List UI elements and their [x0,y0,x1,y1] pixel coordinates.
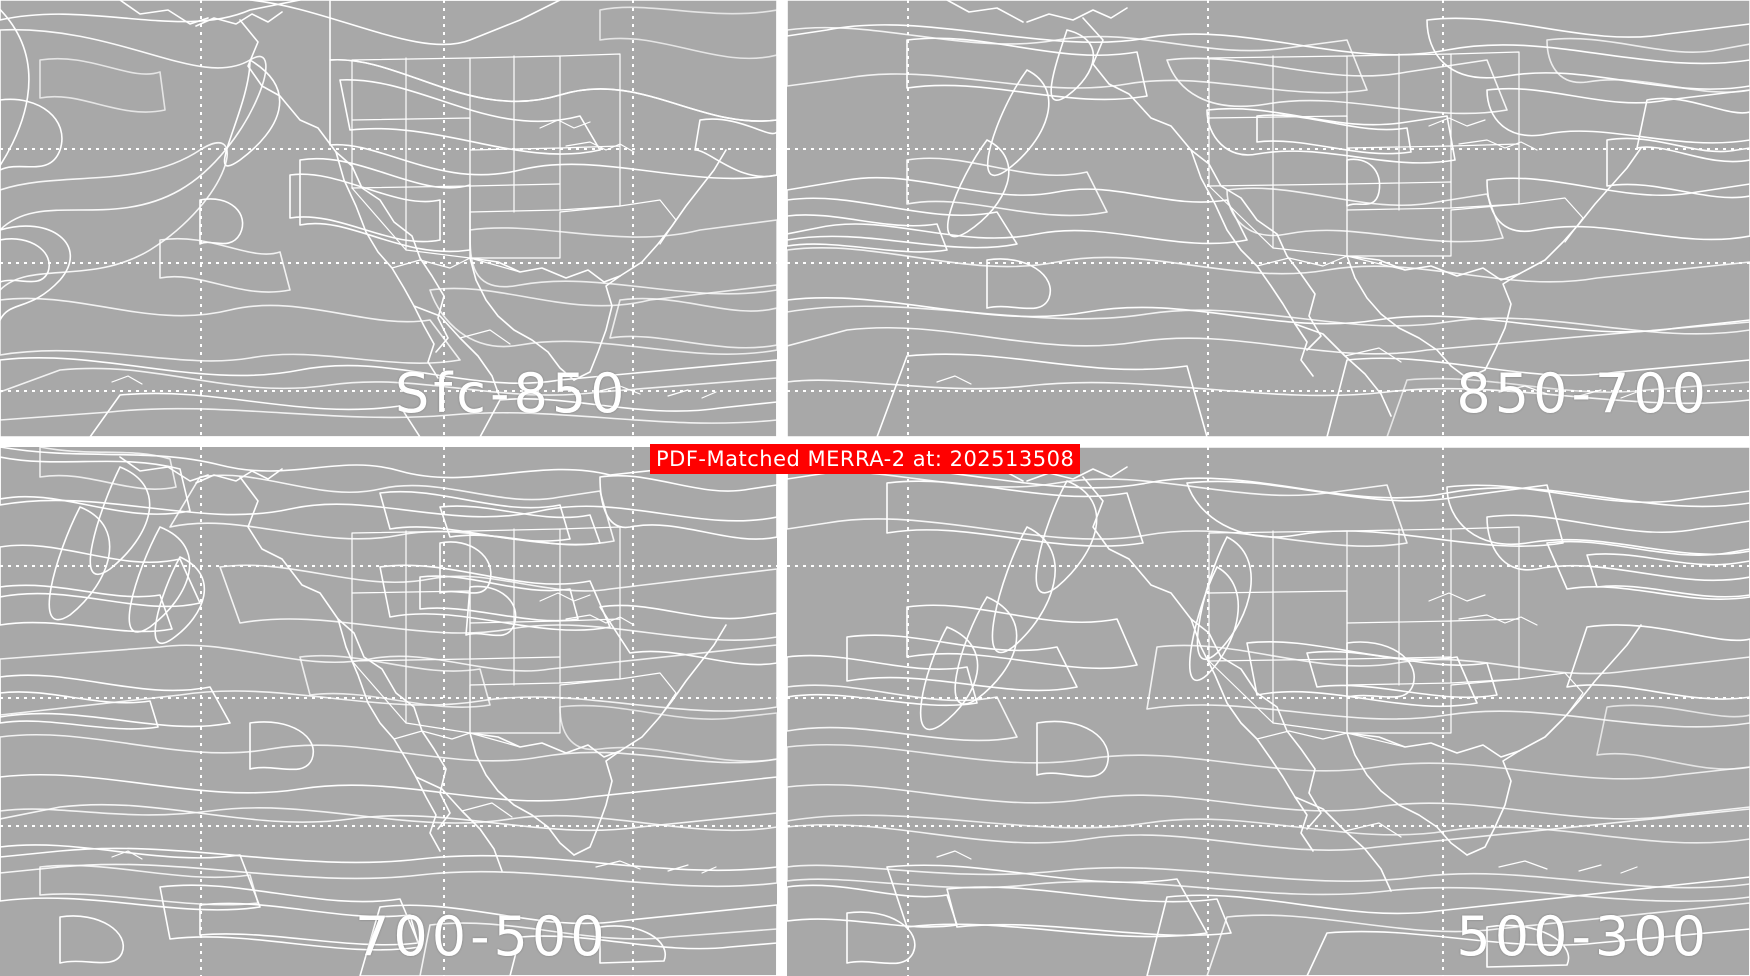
panel-label-sfc-850: Sfc-850 [395,362,629,425]
raster-field-sfc-850 [0,0,777,437]
panel-divider-vertical-bottom [777,447,787,976]
panel-sfc-850: Sfc-850 [0,0,777,437]
raster-field-700-500 [0,447,777,976]
raster-field-500-300 [787,447,1750,976]
panel-divider-vertical-top [777,0,787,437]
coastline-overlay [0,447,777,976]
raster-field-850-700 [787,0,1750,437]
field-raster-svg [787,447,1750,976]
panel-label-500-300: 500-300 [1456,905,1710,968]
field-raster-svg [787,0,1750,437]
coastline-overlay [0,0,777,437]
coastline-overlay [787,0,1750,437]
panel-label-700-500: 700-500 [355,905,609,968]
coastline-overlay [787,447,1750,976]
field-raster-svg [0,0,777,437]
panel-label-850-700: 850-700 [1456,362,1710,425]
panel-850-700: 850-700 [787,0,1750,437]
panel-divider-horizontal [0,437,1750,447]
field-raster-svg [0,447,777,976]
panel-700-500: 700-500 [0,447,777,976]
figure-title: PDF-Matched MERRA-2 at: 202513508 [650,444,1081,474]
panel-500-300: 500-300 [787,447,1750,976]
